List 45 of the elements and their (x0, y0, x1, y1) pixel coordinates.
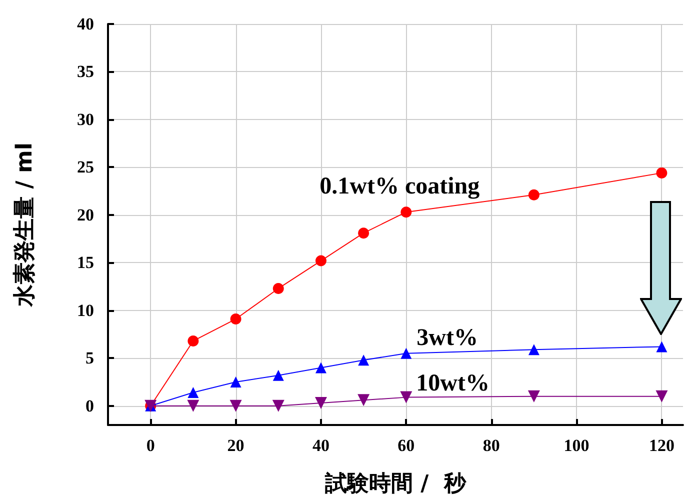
point (656, 341, 668, 352)
x-tick-label: 100 (564, 436, 590, 455)
point (315, 255, 326, 266)
point (528, 344, 540, 356)
x-tick-label: 120 (648, 436, 674, 455)
x-tick-label: 0 (146, 436, 155, 455)
point (272, 282, 284, 294)
point (400, 391, 412, 404)
x-tick-label: 60 (398, 436, 415, 455)
y-tick-label: 30 (77, 110, 94, 129)
y-tick-label: 20 (77, 205, 94, 224)
point (358, 354, 370, 366)
point (314, 397, 327, 410)
point (230, 314, 242, 325)
series-label: 3wt% (416, 324, 478, 351)
x-tick-label: 20 (227, 436, 244, 455)
point (358, 394, 370, 406)
series-label: 0.1wt% coating (320, 174, 480, 200)
y-tick-label: 40 (77, 14, 94, 34)
point (400, 206, 412, 218)
point (230, 400, 242, 412)
y-tick-label: 0 (86, 396, 94, 416)
point (528, 189, 540, 200)
point (315, 362, 326, 374)
point (188, 387, 199, 398)
point (188, 335, 199, 346)
y-tick-label: 25 (77, 158, 94, 177)
y-tick-label: 10 (77, 300, 94, 320)
x-axis-title: 試験時間 / 秒 (324, 472, 468, 496)
series-label: 10wt% (416, 370, 490, 396)
y-axis-title: 水素発生量 / ml (12, 142, 38, 308)
point (358, 228, 370, 239)
point (656, 390, 668, 402)
point (230, 376, 242, 388)
point (400, 348, 412, 359)
x-tick-label: 80 (482, 436, 500, 455)
y-tick-label: 15 (77, 253, 94, 272)
point (528, 390, 540, 402)
y-tick-label: 5 (86, 348, 94, 368)
x-tick-label: 40 (312, 436, 330, 455)
point (272, 400, 284, 412)
point (656, 167, 668, 178)
point (187, 400, 200, 412)
y-tick-label: 35 (77, 62, 94, 82)
point (272, 370, 284, 381)
